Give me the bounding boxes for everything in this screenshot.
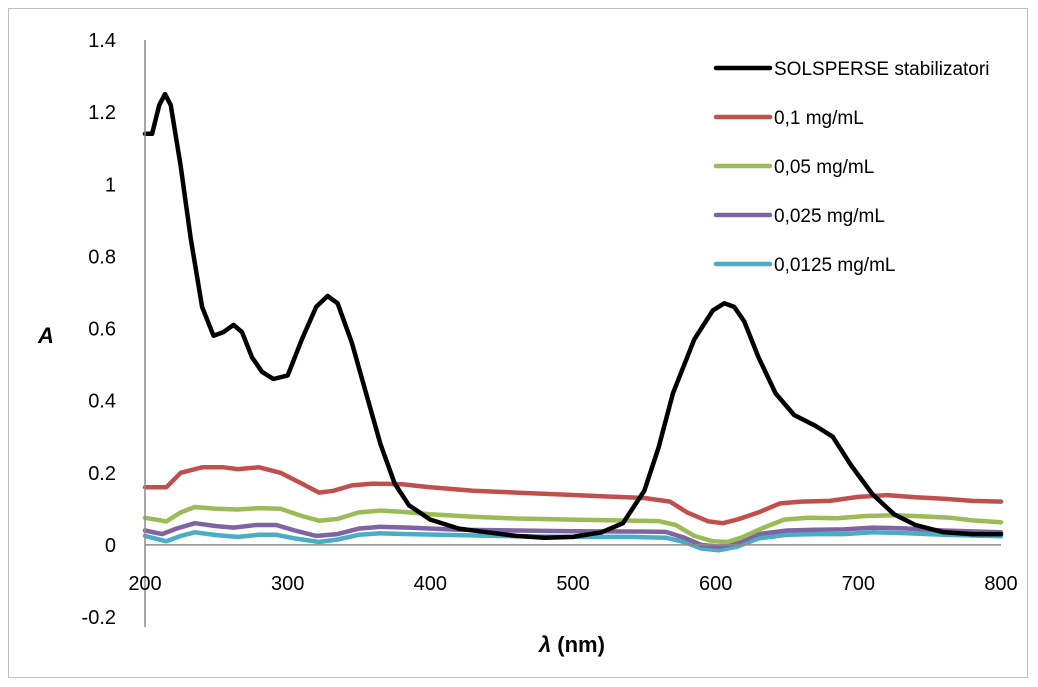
x-tick-label: 800 (984, 573, 1017, 595)
x-tick-label: 300 (271, 573, 304, 595)
series-line-1 (142, 91, 1004, 540)
legend-label: 0,025 mg/mL (774, 206, 885, 227)
y-tick-label: 0.4 (88, 391, 116, 413)
x-tick-label: 600 (699, 573, 732, 595)
x-axis-title-unit: (nm) (557, 632, 605, 657)
legend-label: SOLSPERSE stabilizatori (774, 59, 989, 80)
y-tick-label: 1.2 (88, 102, 116, 124)
y-tick-label: -0.2 (82, 607, 116, 629)
y-tick-label: 0.8 (88, 246, 116, 268)
plot-series (142, 91, 1004, 553)
series-line-2 (142, 465, 1004, 526)
x-tick-label: 400 (414, 573, 447, 595)
series-line-4 (142, 520, 1004, 549)
y-tick-label: 1.4 (88, 30, 116, 52)
x-tick-label: 700 (842, 573, 875, 595)
y-tick-label: 0.2 (88, 463, 116, 485)
legend-label: 0,05 mg/mL (774, 157, 874, 178)
chart-frame (8, 8, 1028, 678)
axes (144, 40, 1001, 627)
x-tick-labels: 200 300 400 500 600 700 800 (128, 573, 1017, 595)
x-tick-label: 500 (556, 573, 589, 595)
y-axis-title: A (37, 323, 54, 348)
y-tick-labels: -0.2 0 0.2 0.4 0.6 0.8 1 1.2 1.4 (82, 30, 116, 629)
legend: SOLSPERSE stabilizatori 0,1 mg/mL 0,05 mg/… (713, 59, 989, 276)
legend-label: 0,0125 mg/mL (774, 255, 895, 276)
y-tick-label: 0 (105, 535, 116, 557)
x-axis-title: λ (nm) (538, 632, 605, 657)
y-tick-label: 1 (105, 174, 116, 196)
series-line-3 (142, 504, 1004, 545)
legend-label: 0,1 mg/mL (774, 108, 864, 129)
y-tick-label: 0.6 (88, 319, 116, 341)
x-tick-label: 200 (128, 573, 161, 595)
x-axis-title-symbol: λ (538, 632, 551, 657)
